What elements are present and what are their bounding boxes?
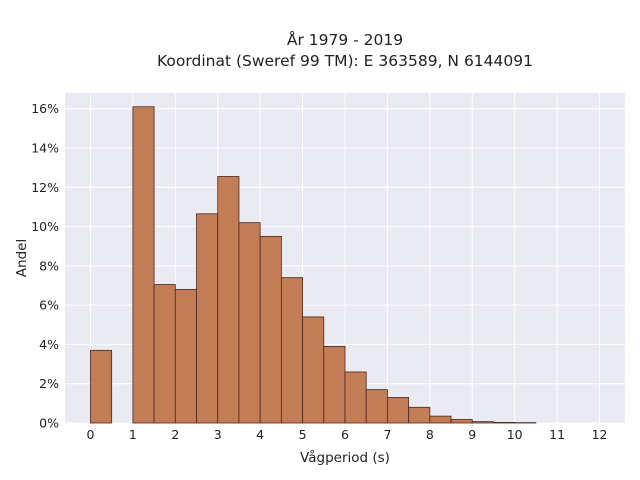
x-axis-label: Vågperiod (s) — [300, 449, 390, 466]
histogram-bar — [132, 106, 155, 424]
x-tick-label: 7 — [383, 427, 391, 442]
histogram-bar — [280, 277, 303, 424]
x-tick-label: 5 — [299, 427, 307, 442]
y-tick-label: 16% — [31, 101, 59, 116]
x-tick-label: 6 — [341, 427, 349, 442]
histogram-bar — [90, 349, 113, 424]
x-tick-label: 2 — [171, 427, 179, 442]
bar-series — [90, 106, 537, 424]
x-tick-label: 12 — [592, 427, 608, 442]
x-tick-label: 1 — [129, 427, 137, 442]
y-tick-label: 8% — [39, 258, 59, 273]
histogram-bar — [493, 422, 516, 424]
x-tick-label: 10 — [507, 427, 523, 442]
chart-subtitle: Koordinat (Sweref 99 TM): E 363589, N 61… — [157, 52, 533, 70]
x-tick-label: 8 — [426, 427, 434, 442]
y-tick-label: 12% — [31, 180, 59, 195]
y-tick-label: 10% — [31, 219, 59, 234]
x-axis-ticks: 0 1 2 3 4 5 6 7 8 9 10 11 12 — [86, 427, 607, 442]
y-axis-ticks: 0% 2% 4% 6% 8% 10% 12% 14% 16% — [31, 101, 59, 430]
x-tick-label: 9 — [468, 427, 476, 442]
histogram-bar — [174, 289, 197, 424]
x-tick-label: 11 — [549, 427, 565, 442]
histogram-bar — [323, 345, 346, 424]
histogram-bar — [217, 176, 240, 424]
y-axis-label: Andel — [14, 239, 30, 277]
histogram-bar — [387, 397, 410, 424]
y-tick-label: 2% — [39, 376, 59, 391]
y-tick-label: 6% — [39, 298, 59, 313]
histogram-bar — [365, 389, 388, 424]
histogram-bar — [344, 371, 367, 424]
histogram-bar — [153, 284, 176, 424]
histogram-bar — [450, 419, 473, 424]
x-tick-label: 4 — [256, 427, 264, 442]
histogram-bar — [238, 222, 261, 424]
chart-title: År 1979 - 2019 — [287, 30, 403, 49]
x-tick-label: 3 — [214, 427, 222, 442]
histogram-bar — [471, 421, 494, 424]
y-tick-label: 14% — [31, 141, 59, 156]
histogram-bar — [408, 406, 431, 424]
histogram-bar — [302, 316, 325, 424]
y-tick-label: 4% — [39, 337, 59, 352]
histogram-bar — [429, 415, 452, 424]
y-tick-label: 0% — [39, 416, 59, 431]
x-tick-label: 0 — [86, 427, 94, 442]
histogram-bar — [259, 235, 282, 424]
histogram-bar — [196, 213, 219, 424]
